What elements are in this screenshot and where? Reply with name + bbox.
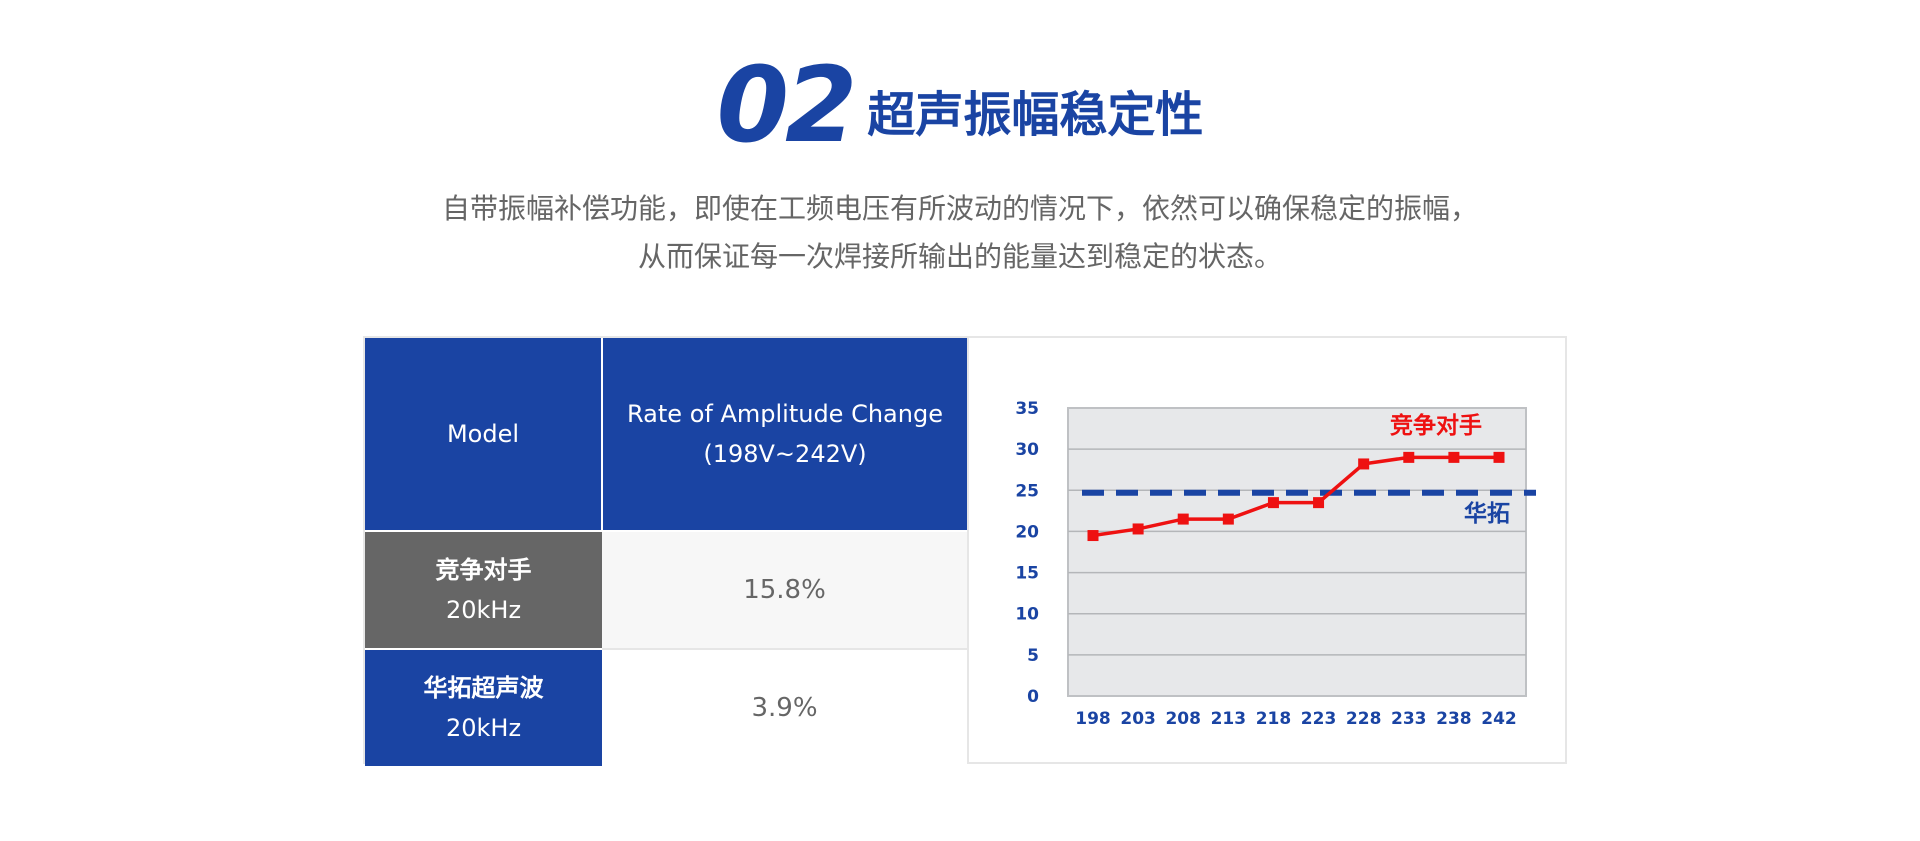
- x-tick-label: 223: [1301, 709, 1337, 729]
- series-competitor: [1087, 451, 1505, 542]
- model-name: 华拓超声波: [423, 674, 544, 702]
- data-point: [1087, 530, 1099, 542]
- legend-label-huatuo: 华拓: [1464, 500, 1510, 527]
- header-rate-line-1: Rate of Amplitude Change: [627, 400, 943, 428]
- data-point: [1267, 497, 1279, 509]
- y-tick-label: 35: [1015, 399, 1039, 419]
- comparison-panel: Model Rate of Amplitude Change (198V~242…: [363, 336, 1567, 766]
- table-header-rate: Rate of Amplitude Change (198V~242V): [602, 338, 967, 531]
- x-tick-label: 238: [1436, 709, 1472, 729]
- x-axis-ticks: 198 203 208 213 218 223 228 233 238 242: [1075, 709, 1517, 729]
- y-tick-label: 30: [1015, 440, 1039, 460]
- x-tick-label: 242: [1481, 709, 1517, 729]
- section-number: 02: [716, 44, 858, 166]
- data-point: [1448, 451, 1460, 463]
- x-tick-label: 208: [1165, 709, 1201, 729]
- data-point: [1493, 451, 1505, 463]
- row-value-competitor: 15.8%: [602, 530, 967, 650]
- y-tick-label: 20: [1015, 522, 1039, 542]
- row-value-huatuo: 3.9%: [602, 649, 967, 766]
- section-title: 超声振幅稳定性: [867, 87, 1204, 143]
- x-tick-label: 218: [1256, 709, 1292, 729]
- y-tick-label: 15: [1015, 564, 1039, 584]
- data-point: [1177, 513, 1189, 525]
- amplitude-chart: 0 5 10 15 20 25 30 35 198 203 208 213 218 223 228 233 2…: [967, 338, 1567, 762]
- description-line-2: 从而保证每一次焊接所输出的能量达到稳定的状态。: [637, 240, 1282, 273]
- row-model-competitor: 竞争对手 20kHz: [365, 530, 602, 649]
- x-tick-label: 213: [1211, 709, 1247, 729]
- table-row: 竞争对手 20kHz 15.8%: [365, 530, 967, 650]
- comparison-table: Model Rate of Amplitude Change (198V~242…: [365, 338, 967, 766]
- model-name: 竞争对手: [435, 556, 532, 584]
- x-tick-label: 233: [1391, 709, 1427, 729]
- title-row: 02 超声振幅稳定性: [0, 44, 1920, 166]
- description-line-1: 自带振幅补偿功能，即使在工频电压有所波动的情况下，依然可以确保稳定的振幅，: [441, 192, 1478, 225]
- series-line-competitor: [1092, 455, 1499, 538]
- x-tick-label: 228: [1346, 709, 1382, 729]
- y-tick-label: 5: [1027, 646, 1039, 666]
- header-model-label: Model: [446, 420, 520, 448]
- data-point: [1132, 523, 1144, 535]
- y-tick-label: 10: [1015, 605, 1039, 625]
- plot-area: [1067, 407, 1527, 697]
- legend-label-competitor: 竞争对手: [1390, 412, 1482, 439]
- y-tick-label: 0: [1027, 687, 1039, 707]
- header-rate-line-2: (198V~242V): [703, 440, 867, 468]
- row-model-huatuo: 华拓超声波 20kHz: [365, 648, 602, 766]
- data-point: [1358, 458, 1370, 470]
- model-frequency: 20kHz: [445, 596, 522, 624]
- chart-svg: 0 5 10 15 20 25 30 35 198 203 208 213 218 223 228 233 2…: [1015, 399, 1536, 729]
- model-frequency: 20kHz: [445, 714, 522, 742]
- x-tick-label: 198: [1075, 709, 1111, 729]
- table-header-model: Model: [365, 338, 603, 531]
- y-axis-ticks: 0 5 10 15 20 25 30 35: [1015, 399, 1039, 707]
- data-point: [1313, 497, 1325, 509]
- data-point: [1222, 513, 1234, 525]
- y-tick-label: 25: [1015, 481, 1039, 501]
- x-tick-label: 203: [1120, 709, 1156, 729]
- data-point: [1403, 451, 1415, 463]
- section-description: 自带振幅补偿功能，即使在工频电压有所波动的情况下，依然可以确保稳定的振幅， 从而…: [0, 185, 1920, 281]
- section-header: 02 超声振幅稳定性 自带振幅补偿功能，即使在工频电压有所波动的情况下，依然可以…: [0, 44, 1920, 281]
- table-row: 华拓超声波 20kHz 3.9%: [365, 648, 967, 766]
